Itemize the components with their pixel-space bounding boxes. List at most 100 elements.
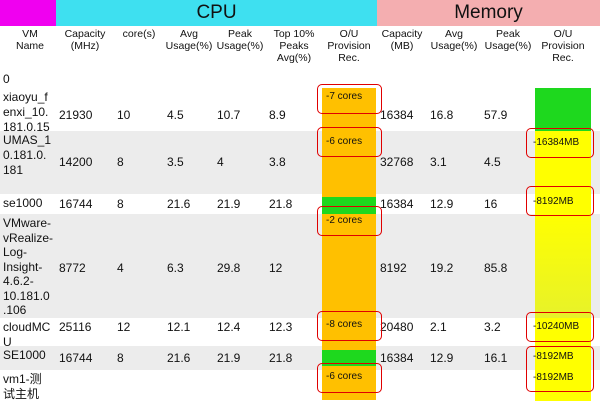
cell-mem-capacity — [380, 370, 427, 402]
row-background-umas — [0, 131, 600, 194]
cell-mem-capacity: 32768 — [380, 154, 414, 169]
cores-header: core(s) — [122, 28, 156, 40]
cell-cpu-avg-usage: 21.6 — [167, 196, 191, 211]
cell-cpu-avg-usage: 4.5 — [167, 107, 184, 122]
cpu-header-band: CPU — [56, 0, 377, 26]
cell-vm-name: se1000 — [3, 196, 43, 210]
cell-mem-rec: -8192MB — [533, 195, 574, 207]
cell-top10-peaks: 21.8 — [269, 350, 293, 365]
cell-top10-peaks: 12.3 — [269, 319, 293, 334]
cell-mem-peak-usage — [484, 70, 535, 88]
cell-cores: 8 — [117, 350, 124, 365]
cell-cpu-peak-usage: 12.4 — [217, 319, 241, 334]
cell-cores: 10 — [117, 107, 131, 122]
cell-cpu-capacity: 25116 — [59, 319, 92, 334]
cell-cpu-peak-usage — [217, 370, 266, 402]
cell-mem-peak-usage: 3.2 — [484, 319, 501, 334]
cell-top10-peaks: 8.9 — [269, 107, 286, 122]
cell-cpu-capacity: 16744 — [59, 350, 93, 365]
highlight-box-cpu-xiaoyu — [317, 84, 382, 114]
memory-header-band: Memory — [377, 0, 600, 26]
cell-vm-name: cloudMC U — [3, 320, 51, 349]
cell-mem-rec: -16384MB — [533, 136, 580, 148]
memory-group-label: Memory — [454, 2, 523, 23]
cell-cores — [117, 70, 164, 88]
cell-cpu-rec — [322, 346, 376, 364]
mem-peak-usage-header: Peak Usage(%) — [484, 28, 532, 52]
cpu-group-label: CPU — [196, 2, 237, 23]
cell-vm-name: 0 — [3, 72, 10, 86]
cell-cpu-capacity — [59, 70, 114, 88]
cell-cpu-capacity: 21930 — [59, 107, 93, 122]
cell-mem-avg-usage: 16.8 — [430, 107, 454, 122]
mem-avg-usage-header: Avg Usage(%) — [430, 28, 478, 52]
cell-cpu-avg-usage: 21.6 — [167, 350, 191, 365]
mem-rec-gradient — [535, 214, 591, 318]
row-background-vmware — [0, 214, 600, 318]
cell-mem-peak-usage: 16.1 — [484, 350, 508, 365]
cell-vm-name: vm1-测 试主机 — [3, 372, 42, 401]
cell-mem-rec — [529, 214, 591, 232]
cell-cores: 8 — [117, 154, 124, 169]
cell-cores: 8 — [117, 196, 124, 211]
cell-mem-peak-usage: 16 — [484, 196, 498, 211]
cell-cpu-peak-usage: 21.9 — [217, 196, 241, 211]
highlight-box-mem-se1000 — [526, 186, 594, 216]
mem-capacity-header: Capacity (MB) — [381, 28, 423, 52]
vm-header-band — [0, 0, 56, 26]
cell-mem-rec — [529, 88, 591, 106]
cell-cpu-peak-usage — [217, 70, 266, 88]
cell-mem-capacity: 16384 — [380, 107, 414, 122]
cell-vm-name: xiaoyu_f enxi_10. 181.0.15 — [3, 90, 50, 134]
cell-mem-peak-usage: 57.9 — [484, 107, 508, 122]
cell-cpu-avg-usage: 3.5 — [167, 154, 184, 169]
cell-vm-name: SE1000 — [3, 348, 46, 362]
cell-mem-capacity: 20480 — [380, 319, 414, 334]
highlight-box-mem-umas — [526, 128, 594, 158]
cell-mem-capacity: 16384 — [380, 350, 414, 365]
highlight-box-cpu-umas — [317, 127, 382, 157]
cpu-peak-usage-header: Peak Usage(%) — [216, 28, 264, 52]
cell-mem-avg-usage — [430, 70, 481, 88]
cell-cpu-avg-usage: 6.3 — [167, 260, 184, 275]
cell-cpu-avg-usage — [167, 70, 214, 88]
mem-rec-ok-xiaoyu — [535, 88, 591, 131]
cpu-rec-ok-se1000 — [322, 197, 376, 214]
cell-mem-rec — [529, 70, 591, 88]
highlight-box-cpu-vm1 — [317, 363, 382, 393]
cell-cpu-capacity: 16744 — [59, 196, 93, 211]
cell-cpu-capacity: 8772 — [59, 260, 86, 275]
cell-vm-name: VMware- vRealize- Log- Insight- 4.6.2- 1… — [3, 216, 54, 317]
cell-mem-rec: -10240MB — [533, 320, 580, 332]
cell-cpu-peak-usage: 10.7 — [217, 107, 241, 122]
cell-cpu-avg-usage — [167, 370, 214, 402]
cell-cpu-peak-usage: 4 — [217, 154, 224, 169]
cpu-rec-column-fill — [322, 88, 376, 400]
highlight-box-cpu-vmware — [317, 206, 382, 236]
highlight-box-mem-cloudmcu — [526, 312, 594, 342]
mem-rec-header: O/U Provision Rec. — [541, 28, 585, 64]
cell-mem-peak-usage: 4.5 — [484, 154, 501, 169]
cpu-rec-header: O/U Provision Rec. — [327, 28, 371, 64]
cell-mem-rec: -8192MB — [533, 350, 574, 362]
cpu-rec-ok-se1000-upper — [322, 350, 376, 366]
cell-top10-peaks: 12 — [269, 260, 283, 275]
cell-top10-peaks — [269, 370, 322, 402]
cell-mem-capacity: 16384 — [380, 196, 414, 211]
cell-cpu-rec: -8 cores — [326, 318, 363, 330]
cell-cores: 12 — [117, 319, 131, 334]
cell-mem-peak-usage: 85.8 — [484, 260, 508, 275]
cell-cores — [117, 370, 164, 402]
cell-cpu-capacity — [59, 370, 114, 402]
cell-cpu-rec: -6 cores — [326, 370, 363, 382]
cell-cpu-rec: -7 cores — [326, 90, 363, 102]
highlight-box-mem-pair — [526, 346, 594, 392]
cell-top10-peaks — [269, 70, 322, 88]
row-background-se1000 — [0, 346, 600, 370]
cell-cpu-capacity: 14200 — [59, 154, 93, 169]
cell-cpu-rec: -6 cores — [326, 135, 363, 147]
cell-cpu-peak-usage: 21.9 — [217, 350, 241, 365]
cell-cpu-peak-usage: 29.8 — [217, 260, 241, 275]
cell-top10-peaks: 3.8 — [269, 154, 286, 169]
highlight-box-cpu-cloudmcu — [317, 311, 382, 341]
